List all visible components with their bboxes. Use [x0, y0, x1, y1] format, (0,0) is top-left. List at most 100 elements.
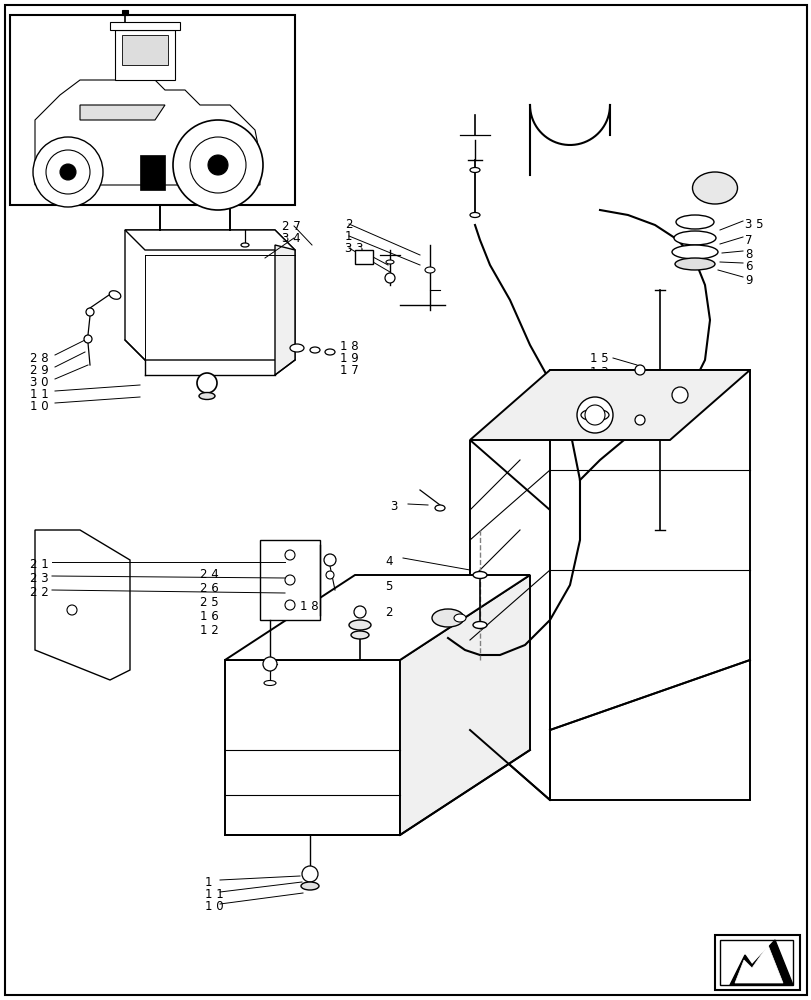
Ellipse shape — [301, 882, 319, 890]
Ellipse shape — [350, 631, 368, 639]
Polygon shape — [125, 230, 294, 360]
Ellipse shape — [349, 620, 371, 630]
Ellipse shape — [672, 245, 717, 259]
Bar — [122, 10, 128, 15]
Polygon shape — [109, 22, 180, 30]
Text: 2 7: 2 7 — [281, 220, 300, 233]
Text: 8: 8 — [744, 248, 752, 261]
Circle shape — [672, 387, 687, 403]
Bar — [122, 35, 168, 65]
Text: 2 4: 2 4 — [200, 568, 218, 581]
Ellipse shape — [424, 267, 435, 273]
Bar — [716, 937, 797, 988]
Text: 2: 2 — [357, 252, 363, 262]
Circle shape — [197, 373, 217, 393]
Text: 1 1: 1 1 — [204, 888, 224, 901]
Polygon shape — [125, 230, 294, 250]
Polygon shape — [260, 540, 320, 620]
Circle shape — [302, 866, 318, 882]
Ellipse shape — [324, 349, 335, 355]
Ellipse shape — [431, 609, 463, 627]
Text: 2: 2 — [384, 606, 392, 619]
Text: 3 4: 3 4 — [281, 232, 300, 245]
Circle shape — [354, 606, 366, 618]
Polygon shape — [35, 530, 130, 680]
Text: 2 8: 2 8 — [30, 352, 49, 365]
Text: 1 8: 1 8 — [340, 340, 358, 353]
Text: 2 3: 2 3 — [30, 572, 49, 585]
Circle shape — [634, 365, 644, 375]
Ellipse shape — [674, 258, 714, 270]
Text: 2 9: 2 9 — [30, 364, 49, 377]
Circle shape — [634, 415, 644, 425]
Polygon shape — [729, 940, 792, 985]
Text: 1 0: 1 0 — [204, 900, 223, 913]
Polygon shape — [225, 660, 400, 835]
Ellipse shape — [241, 243, 249, 247]
Text: 1 6: 1 6 — [200, 610, 218, 623]
Bar — [10, 15, 294, 205]
Polygon shape — [275, 245, 294, 375]
Circle shape — [67, 605, 77, 615]
Text: 1: 1 — [204, 876, 212, 889]
Circle shape — [584, 405, 604, 425]
Circle shape — [384, 273, 394, 283]
Text: 1 9: 1 9 — [340, 352, 358, 365]
Circle shape — [324, 554, 336, 566]
Ellipse shape — [692, 172, 736, 204]
Circle shape — [208, 155, 228, 175]
Circle shape — [577, 397, 612, 433]
Text: 1 1: 1 1 — [30, 388, 49, 401]
Text: 2 1: 2 1 — [30, 558, 49, 571]
Circle shape — [263, 657, 277, 671]
Ellipse shape — [310, 347, 320, 353]
Polygon shape — [549, 370, 749, 730]
Text: 1 0: 1 0 — [30, 400, 49, 413]
Text: 6: 6 — [744, 260, 752, 273]
Circle shape — [173, 120, 263, 210]
Text: 4: 4 — [384, 555, 392, 568]
Text: 9: 9 — [744, 274, 752, 287]
Text: 3: 3 — [389, 500, 397, 513]
Text: 1 5: 1 5 — [590, 352, 608, 365]
Ellipse shape — [453, 614, 466, 622]
Ellipse shape — [473, 621, 487, 629]
Polygon shape — [225, 575, 530, 660]
Polygon shape — [734, 945, 782, 983]
Text: 1 8: 1 8 — [299, 600, 318, 613]
Text: 5: 5 — [384, 580, 392, 593]
Bar — [714, 935, 799, 990]
Circle shape — [190, 137, 246, 193]
Ellipse shape — [435, 505, 444, 511]
Circle shape — [60, 164, 76, 180]
Text: 1: 1 — [345, 230, 352, 243]
Ellipse shape — [473, 572, 487, 578]
Text: 1 2: 1 2 — [590, 394, 608, 407]
Polygon shape — [35, 80, 260, 185]
Text: 3 5: 3 5 — [744, 218, 762, 231]
Text: 2 6: 2 6 — [200, 582, 218, 595]
Ellipse shape — [290, 344, 303, 352]
Circle shape — [285, 550, 294, 560]
Ellipse shape — [264, 680, 276, 686]
Polygon shape — [470, 370, 749, 440]
Circle shape — [285, 575, 294, 585]
Circle shape — [325, 571, 333, 579]
Circle shape — [86, 308, 94, 316]
Circle shape — [46, 150, 90, 194]
Text: 2 2: 2 2 — [30, 586, 49, 599]
Ellipse shape — [385, 260, 393, 264]
Ellipse shape — [673, 231, 715, 245]
Text: 1 4: 1 4 — [590, 380, 608, 393]
Circle shape — [285, 600, 294, 610]
Ellipse shape — [470, 213, 479, 218]
Ellipse shape — [470, 168, 479, 173]
Circle shape — [84, 335, 92, 343]
Bar — [354, 250, 372, 264]
Polygon shape — [139, 155, 165, 190]
Text: 1 3: 1 3 — [590, 366, 608, 379]
Ellipse shape — [581, 409, 608, 421]
Text: 2: 2 — [345, 218, 352, 231]
Text: 1 2: 1 2 — [200, 624, 218, 637]
Ellipse shape — [199, 392, 215, 399]
